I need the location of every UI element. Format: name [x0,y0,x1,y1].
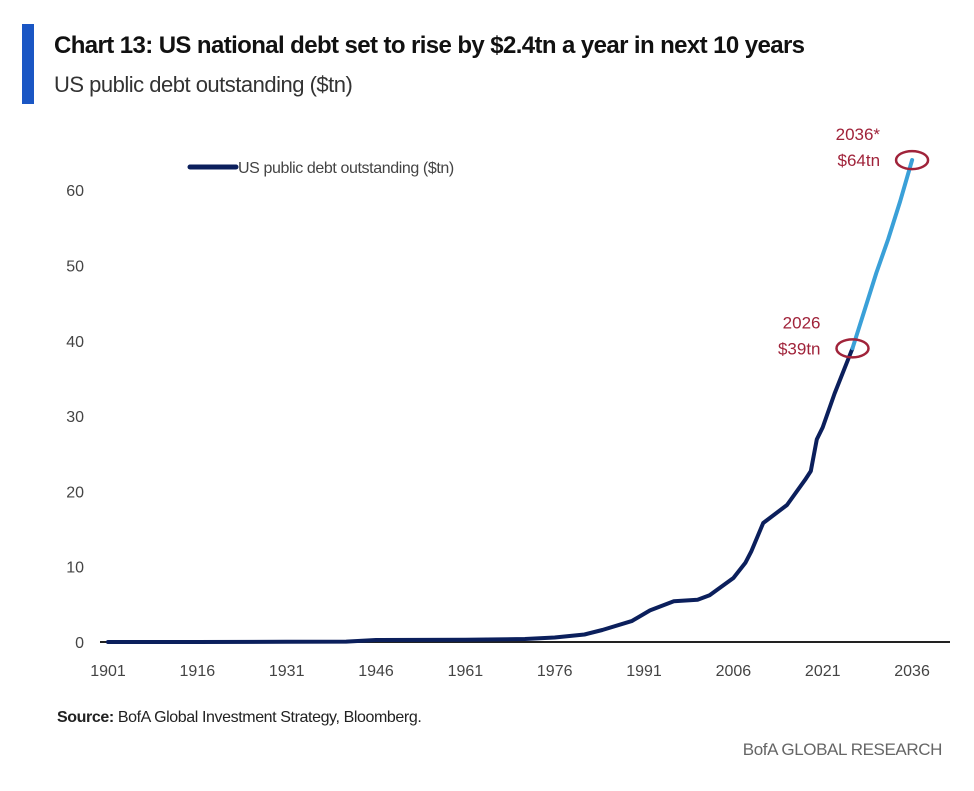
y-tick-label: 10 [66,560,84,577]
y-tick-label: 60 [66,183,84,200]
x-tick-label: 1946 [358,663,394,680]
y-tick-label: 20 [66,484,84,501]
chart-subtitle: US public debt outstanding ($tn) [54,72,353,97]
annotation-label: $64tn [838,151,881,170]
x-tick-label: 1991 [626,663,662,680]
x-tick-label: 2021 [805,663,841,680]
brand-label: BofA GLOBAL RESEARCH [742,740,943,759]
history-series-line [106,346,855,644]
y-tick-label: 50 [66,259,84,276]
chart-title: Chart 13: US national debt set to rise b… [54,32,805,59]
x-tick-label: 1961 [448,663,484,680]
y-tick-label: 30 [66,409,84,426]
y-tick-label: 0 [75,635,84,652]
x-tick-label: 1931 [269,663,305,680]
legend-label: US public debt outstanding ($tn) [238,160,454,177]
source-note: Source: BofA Global Investment Strategy,… [57,709,422,727]
x-tick-label: 1901 [90,663,126,680]
annotation-label: 2036* [836,125,881,144]
projection-series-line [850,158,915,351]
source-text: BofA Global Investment Strategy, Bloombe… [113,709,422,726]
y-tick-label: 40 [66,334,84,351]
annotation-label: 2026 [783,313,821,332]
source-label: Source: [57,709,114,726]
x-tick-label: 1976 [537,663,573,680]
annotation-label: $39tn [778,339,821,358]
x-tick-label: 2006 [716,663,752,680]
annotation-circle [835,338,870,359]
x-tick-label: 2036 [894,663,930,680]
title-accent-bar [22,24,34,104]
annotation-circle [894,149,930,171]
x-tick-label: 1916 [180,663,216,680]
